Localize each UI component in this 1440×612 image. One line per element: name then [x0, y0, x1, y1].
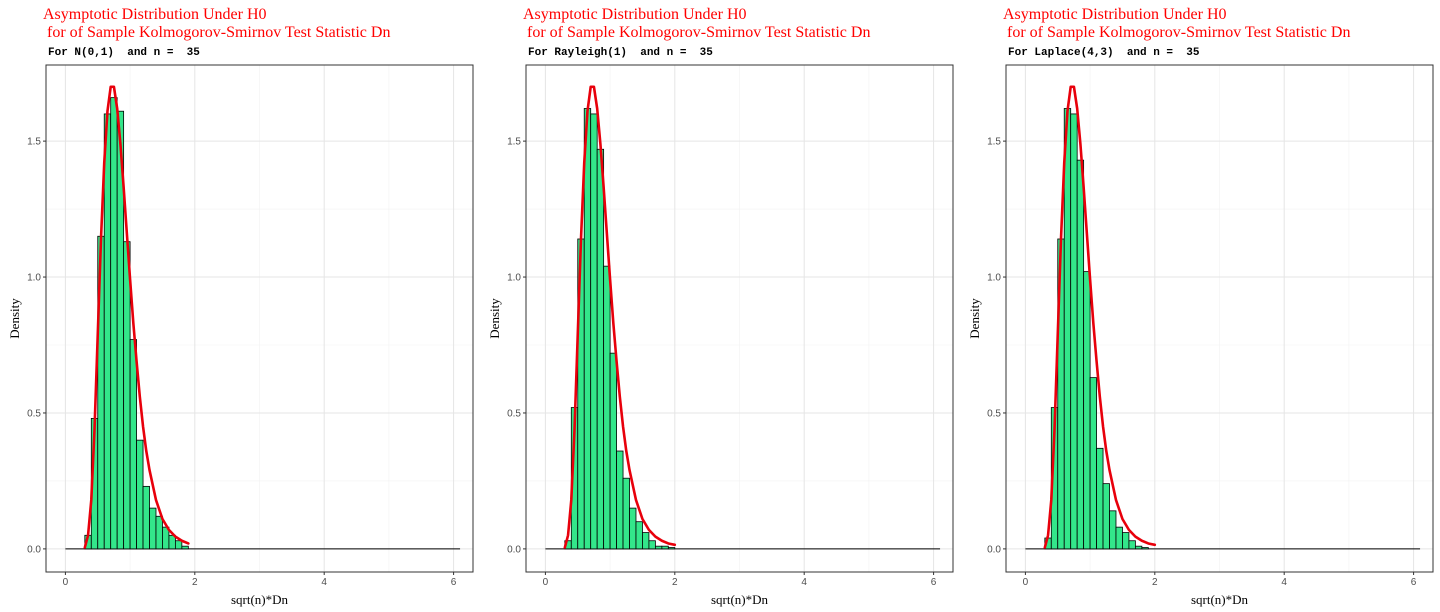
chart-panel-rayleigh: Asymptotic Distribution Under H0 for of …	[480, 0, 960, 612]
chart-title-line1: Asymptotic Distribution Under H0	[523, 6, 747, 23]
y-tick-label: 1.5	[27, 137, 41, 148]
histogram-bar	[609, 352, 617, 550]
histogram-bar	[596, 148, 605, 550]
y-tick-label: 1.5	[507, 137, 521, 148]
chart-subtitle: For Laplace(4,3) and n = 35	[1008, 47, 1200, 59]
x-tick-label: 2	[192, 577, 198, 588]
y-tick-label: 0.5	[507, 408, 521, 419]
histogram-bar	[1134, 545, 1143, 550]
histogram-bar	[667, 547, 676, 550]
chart-panel-normal: Asymptotic Distribution Under H0 for of …	[0, 0, 480, 612]
histogram-bar	[136, 439, 144, 550]
chart-title-line2: for of Sample Kolmogorov-Smirnov Test St…	[1003, 24, 1351, 41]
histogram-bar	[1089, 377, 1097, 550]
chart-plot: 0 2 4 6 0.0 0.5 1.0 1.5 sqrt(n)*Dn Density	[487, 64, 954, 607]
y-axis-title: Density	[967, 298, 982, 339]
density-curve	[1043, 85, 1157, 549]
x-tick-label: 4	[801, 577, 807, 588]
y-axis-title: Density	[487, 298, 502, 339]
panel-border	[1005, 64, 1434, 573]
chart-title-line1: Asymptotic Distribution Under H0	[43, 6, 267, 23]
histogram-bar	[174, 540, 183, 550]
density-curve	[83, 85, 190, 549]
panel-border	[525, 64, 954, 573]
histogram-bar	[1063, 108, 1072, 550]
x-tick-label: 0	[63, 577, 69, 588]
histogram-bar	[1102, 483, 1110, 550]
histogram-bar	[110, 97, 118, 550]
histogram-bar	[661, 545, 669, 550]
y-tick-label: 1.0	[27, 273, 41, 284]
histogram-bar	[1115, 526, 1123, 550]
histogram-bar	[635, 521, 643, 550]
x-tick-label: 6	[931, 577, 937, 588]
histogram-bar	[1141, 547, 1149, 550]
x-tick-label: 2	[1152, 577, 1158, 588]
histogram-bar	[629, 507, 637, 550]
histogram-bar	[155, 515, 163, 550]
y-tick-label: 0.5	[27, 408, 41, 419]
density-curve	[563, 85, 677, 549]
x-axis-title: sqrt(n)*Dn	[711, 592, 769, 607]
y-tick-label: 1.0	[507, 273, 521, 284]
chart-panel-laplace: Asymptotic Distribution Under H0 for of …	[960, 0, 1440, 612]
histogram-bar	[1076, 159, 1085, 550]
chart-plot: 0 2 4 6 0.0 0.5 1.0 1.5 sqrt(n)*Dn Density	[967, 64, 1434, 607]
histogram-bar	[642, 532, 650, 550]
y-tick-label: 0.5	[987, 408, 1001, 419]
histogram-bar	[590, 113, 598, 550]
chart-title-line2: for of Sample Kolmogorov-Smirnov Test St…	[43, 24, 391, 41]
histogram-bar	[616, 450, 624, 550]
histogram-bar	[648, 540, 656, 550]
y-tick-label: 1.0	[987, 273, 1001, 284]
histogram-bar	[1109, 510, 1117, 550]
histogram-bar	[1122, 532, 1130, 550]
histogram-bar	[583, 108, 592, 550]
histogram-bar	[654, 545, 663, 550]
x-tick-label: 6	[1411, 577, 1417, 588]
histogram-bar	[142, 485, 150, 550]
histogram-bar	[1096, 447, 1104, 550]
chart-subtitle: For Rayleigh(1) and n = 35	[528, 47, 713, 59]
panel-border	[45, 64, 474, 573]
histogram-bar	[181, 545, 189, 550]
histogram-bar	[603, 265, 611, 550]
histogram-bar	[129, 339, 137, 550]
histogram-bar	[1083, 271, 1091, 550]
x-tick-label: 4	[321, 577, 327, 588]
histogram-bar	[1070, 113, 1078, 550]
y-axis-title: Density	[7, 298, 22, 339]
x-tick-label: 0	[543, 577, 549, 588]
x-tick-label: 4	[1281, 577, 1287, 588]
chart-title-line2: for of Sample Kolmogorov-Smirnov Test St…	[523, 24, 871, 41]
histogram-bar	[103, 113, 112, 550]
chart-title-line1: Asymptotic Distribution Under H0	[1003, 6, 1227, 23]
chart-plot: 0 2 4 6 0.0 0.5 1.0 1.5 sqrt(n)*Dn Density	[7, 64, 474, 607]
y-tick-label: 0.0	[507, 544, 521, 555]
x-axis-title: sqrt(n)*Dn	[231, 592, 289, 607]
histogram-bar	[123, 241, 131, 550]
y-tick-label: 0.0	[987, 544, 1001, 555]
y-tick-label: 1.5	[987, 137, 1001, 148]
y-tick-label: 0.0	[27, 544, 41, 555]
chart-subtitle: For N(0,1) and n = 35	[48, 47, 200, 59]
x-tick-label: 6	[451, 577, 457, 588]
x-tick-label: 2	[672, 577, 678, 588]
x-axis-title: sqrt(n)*Dn	[1191, 592, 1249, 607]
histogram-bar	[622, 477, 630, 550]
histogram-bar	[149, 507, 157, 550]
x-tick-label: 0	[1023, 577, 1029, 588]
histogram-bar	[1128, 540, 1136, 550]
